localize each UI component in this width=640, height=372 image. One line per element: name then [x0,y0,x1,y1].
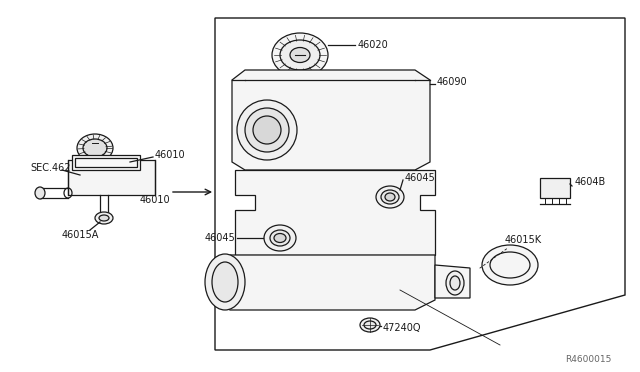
Ellipse shape [253,116,281,144]
Ellipse shape [83,139,107,157]
Polygon shape [235,170,435,255]
Text: 46045: 46045 [204,233,235,243]
Ellipse shape [35,187,45,199]
Text: 46015K: 46015K [505,235,542,245]
Ellipse shape [381,190,399,204]
Polygon shape [72,155,140,170]
Text: R4600015: R4600015 [566,356,612,365]
Ellipse shape [482,245,538,285]
Ellipse shape [264,225,296,251]
Polygon shape [540,178,570,198]
Text: 46045: 46045 [405,173,436,183]
Text: 47240Q: 47240Q [383,323,422,333]
Ellipse shape [205,254,245,310]
Ellipse shape [245,108,289,152]
Polygon shape [232,70,430,170]
Ellipse shape [270,230,290,246]
Text: 46010: 46010 [140,195,171,205]
Text: SEC.462: SEC.462 [30,163,70,173]
Ellipse shape [450,276,460,290]
Ellipse shape [364,321,376,329]
Ellipse shape [272,33,328,77]
Polygon shape [215,255,435,310]
Ellipse shape [99,215,109,221]
Ellipse shape [280,40,320,70]
Ellipse shape [212,262,238,302]
Ellipse shape [446,271,464,295]
Ellipse shape [360,318,380,332]
Ellipse shape [237,100,297,160]
Ellipse shape [376,186,404,208]
Ellipse shape [274,234,286,243]
Ellipse shape [95,212,113,224]
Polygon shape [68,160,155,195]
Text: 46020: 46020 [358,40,388,50]
Ellipse shape [77,134,113,162]
Text: 46010: 46010 [155,150,186,160]
Ellipse shape [385,193,395,201]
Polygon shape [435,265,470,298]
Text: 4604B: 4604B [575,177,606,187]
Ellipse shape [290,48,310,62]
Text: 46015A: 46015A [61,230,99,240]
Text: 46090: 46090 [437,77,468,87]
